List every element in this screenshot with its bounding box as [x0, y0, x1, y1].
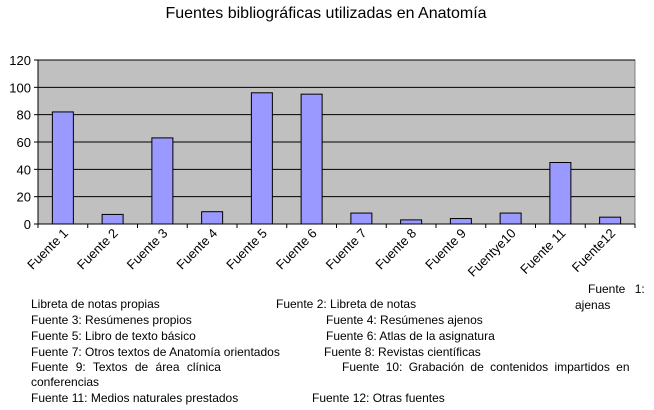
x-tick-label: Fuente 9: [422, 226, 469, 273]
bar: [300, 93, 323, 225]
note-fuente-11: Fuente 11: Medios naturales prestados: [31, 391, 239, 405]
bar: [400, 219, 423, 225]
note-fuente-8: Fuente 8: Revistas científicas: [324, 345, 481, 359]
x-axis: Fuente 1 Fuente 2 Fuente 3 Fuente 4 Fuente 5…: [24, 223, 636, 280]
y-axis: 0 20 40 60 80 100 120: [9, 53, 39, 232]
y-tick-label: 20: [17, 190, 31, 205]
bar: [51, 111, 74, 225]
note-fuente-9: Fuente 9: Textos de área clínica: [31, 360, 221, 374]
bar-chart: Fuentes bibliográficas utilizadas en Ana…: [9, 5, 636, 280]
bar: [549, 162, 572, 225]
y-tick-label: 0: [24, 217, 31, 232]
y-tick-label: 120: [9, 53, 31, 68]
bar: [499, 212, 522, 225]
note-fuente-1-b: ajenas: [575, 298, 611, 312]
x-tick-label: Fuente 3: [124, 226, 171, 273]
note-libreta-propias: Libreta de notas propias: [31, 297, 160, 311]
note-fuente-2: Fuente 2: Libreta de notas: [276, 297, 417, 311]
note-fuente-4: Fuente 4: Resúmenes ajenos: [326, 313, 483, 327]
note-conferencias: conferencias: [31, 375, 100, 389]
chart-title: Fuentes bibliográficas utilizadas en Ana…: [165, 5, 486, 22]
bar: [599, 216, 622, 225]
x-tick-label: Fuente 8: [372, 226, 419, 273]
x-tick-label: Fuentye10: [465, 226, 519, 280]
x-tick-label: Fuente 1: [24, 226, 71, 273]
x-tick-label: Fuente 2: [74, 226, 121, 273]
y-tick-label: 80: [17, 108, 31, 123]
x-tick-label: Fuente 4: [173, 226, 220, 273]
x-tick-label: Fuente 5: [223, 226, 270, 273]
note-fuente-3: Fuente 3: Resúmenes propios: [31, 313, 192, 327]
y-tick-label: 100: [9, 80, 31, 95]
bar: [350, 212, 373, 225]
y-tick-label: 40: [17, 162, 31, 177]
y-tick-label: 60: [17, 135, 31, 150]
x-tick-label: Fuente 6: [273, 226, 320, 273]
note-fuente-10: Fuente 10: Grabación de contenidos impar…: [342, 360, 630, 374]
bar: [151, 137, 174, 225]
gridlines: [38, 59, 635, 198]
note-fuente-1-a: Fuente 1:: [588, 282, 645, 296]
bar: [250, 92, 273, 225]
note-fuente-5: Fuente 5: Libro de texto básico: [31, 329, 196, 343]
x-tick-label: Fuente 11: [517, 226, 568, 277]
note-fuente-12: Fuente 12: Otras fuentes: [312, 391, 445, 405]
note-fuente-7: Fuente 7: Otros textos de Anatomía orien…: [31, 345, 280, 359]
x-tick-label: Fuente12: [569, 226, 618, 275]
bar: [201, 211, 224, 225]
x-tick-label: Fuente 7: [323, 226, 370, 273]
bar: [101, 213, 124, 225]
bar: [449, 218, 472, 225]
note-fuente-6: Fuente 6: Atlas de la asignatura: [326, 329, 495, 343]
